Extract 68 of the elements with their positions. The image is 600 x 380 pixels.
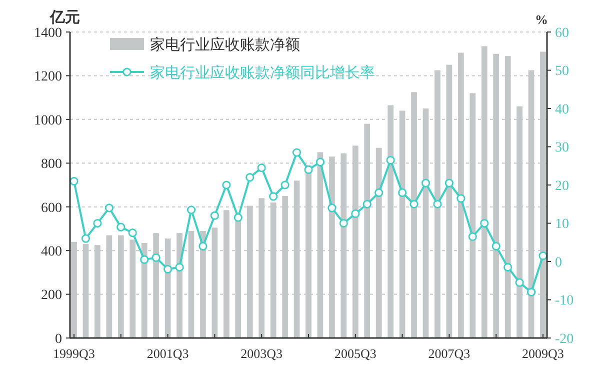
point — [351, 209, 360, 218]
point — [515, 278, 524, 287]
x-tick-label: 2001Q3 — [146, 346, 189, 361]
point — [222, 180, 231, 190]
point — [257, 163, 266, 172]
point — [410, 200, 418, 208]
point — [398, 188, 407, 197]
point — [386, 156, 395, 164]
point — [304, 165, 313, 174]
point — [504, 262, 512, 272]
x-tick-label: 2003Q3 — [240, 346, 283, 361]
point — [421, 178, 430, 188]
y-tick-label: 0 — [55, 332, 62, 347]
point — [456, 194, 466, 203]
point — [292, 148, 302, 157]
point — [339, 218, 348, 228]
point — [104, 204, 114, 212]
point — [538, 251, 548, 260]
y-tick-label: 1400 — [34, 26, 62, 41]
y-tick-label: 600 — [41, 200, 62, 216]
point — [280, 180, 290, 190]
point — [374, 188, 384, 197]
point — [468, 232, 477, 241]
point — [164, 264, 172, 274]
point — [116, 222, 126, 232]
point — [444, 178, 454, 188]
point — [492, 242, 500, 250]
point — [152, 253, 160, 262]
point — [70, 176, 78, 186]
point — [246, 173, 254, 182]
x-tick-label: 2005Q3 — [334, 346, 376, 361]
y2-tick-label: 10 — [555, 217, 569, 232]
point — [433, 200, 442, 208]
y2-axis-title: % — [535, 12, 548, 27]
point — [128, 228, 137, 238]
point — [210, 211, 219, 220]
point — [81, 234, 90, 243]
y2-tick-label: 30 — [555, 140, 569, 156]
y2-tick-label: 0 — [555, 255, 562, 270]
y2-tick-label: 20 — [555, 178, 569, 194]
y-axis-title: 亿元 — [49, 9, 80, 26]
x-tick-label: 2009Q3 — [522, 346, 564, 361]
y2-tick-label: 40 — [555, 102, 569, 118]
point — [362, 200, 372, 208]
point — [316, 158, 325, 166]
point — [269, 192, 278, 201]
legend-label: 家电行业应收账款净额同比增长率 — [150, 64, 375, 82]
x-tick-label: 2007Q3 — [428, 346, 470, 361]
y2-tick-label: 50 — [555, 64, 569, 80]
y-tick-label: 1000 — [34, 113, 62, 128]
point — [93, 218, 102, 228]
point — [198, 242, 208, 250]
y-tick-label: 400 — [41, 244, 62, 260]
y2-tick-label: -10 — [555, 294, 574, 309]
point — [328, 204, 336, 212]
point — [186, 206, 196, 214]
point — [175, 262, 184, 272]
y-tick-label: 200 — [41, 288, 62, 304]
point — [480, 218, 489, 228]
y-tick-label: 1200 — [34, 70, 62, 85]
y2-tick-label: -20 — [555, 332, 574, 347]
legend-label: 家电行业应收账款净额 — [150, 36, 300, 54]
x-tick-label: 1999Q3 — [53, 346, 95, 361]
point — [234, 213, 242, 222]
y-tick-label: 800 — [41, 157, 62, 172]
point — [140, 255, 149, 264]
y2-tick-label: 60 — [555, 26, 569, 41]
point — [526, 288, 536, 296]
